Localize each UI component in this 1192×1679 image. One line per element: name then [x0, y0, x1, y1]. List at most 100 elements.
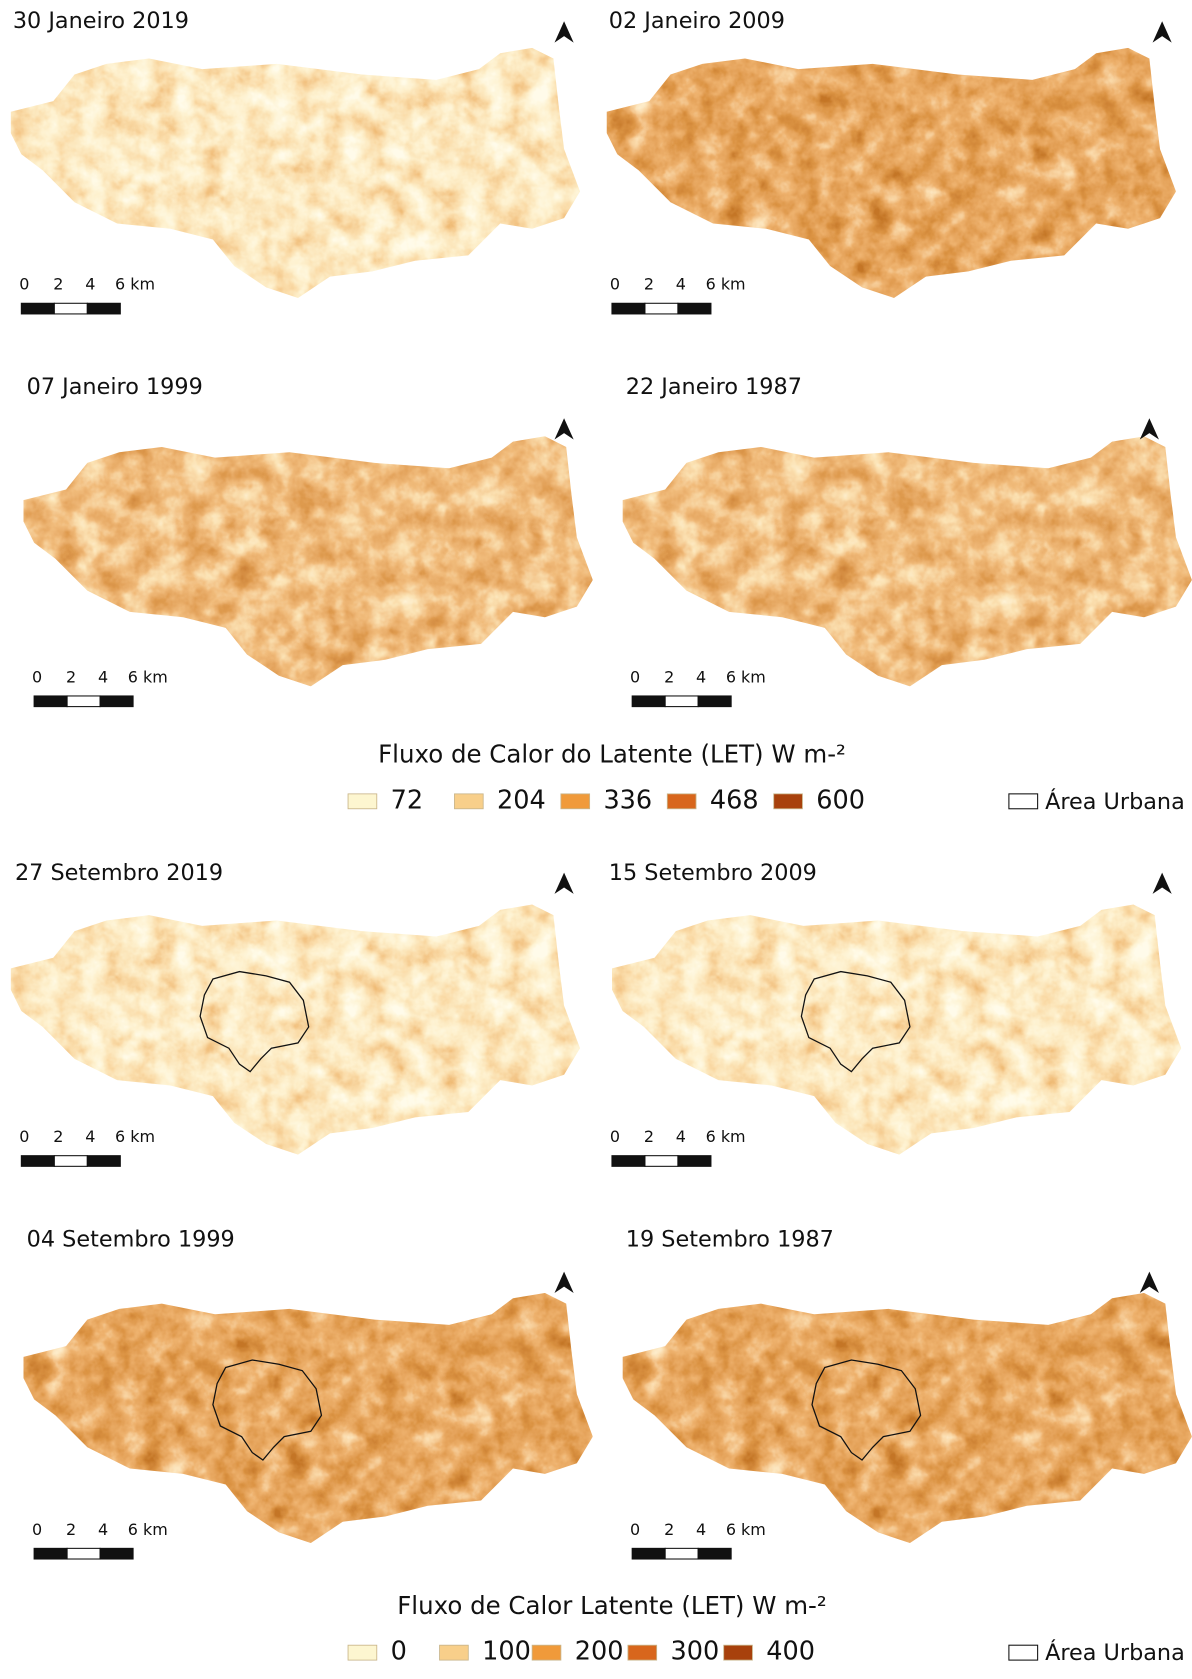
panel-title: 30 Janeiro 2019 — [13, 8, 189, 34]
legend-title: Fluxo de Calor Latente (LET) W m-² — [397, 1591, 826, 1620]
raster — [23, 431, 598, 692]
legend-label: 336 — [603, 785, 652, 815]
legend-label: 204 — [497, 785, 546, 815]
scale-label: 4 — [676, 1127, 686, 1146]
scale-bar — [698, 696, 731, 707]
scale-label: 4 — [98, 1520, 108, 1539]
raster-fill — [11, 43, 586, 304]
legend-swatch — [454, 794, 483, 809]
scale-bar — [678, 1156, 711, 1167]
scale-bar — [612, 303, 645, 314]
legend-label: 400 — [766, 1637, 815, 1667]
north-arrow — [554, 873, 573, 894]
scale-label: 0 — [19, 1127, 29, 1146]
scale-label: 2 — [644, 275, 654, 294]
scale-bar — [100, 696, 133, 707]
legend-label: 72 — [391, 785, 423, 815]
legend-swatch — [724, 1645, 753, 1660]
scale-label: 6 km — [115, 275, 155, 294]
legend-label: 300 — [670, 1637, 719, 1667]
scale-label: 6 km — [706, 275, 746, 294]
legend-swatch — [667, 794, 696, 809]
scale-label: 2 — [53, 275, 63, 294]
scale-label: 4 — [676, 275, 686, 294]
scale-label: 0 — [19, 275, 29, 294]
scale-label: 4 — [85, 1127, 95, 1146]
scale-bar — [54, 303, 87, 314]
legend-label: Área Urbana — [1045, 1638, 1185, 1666]
scale-bar — [100, 1548, 133, 1559]
scale-bar — [87, 1156, 120, 1167]
map — [623, 1288, 1192, 1549]
raster-fill — [623, 1288, 1192, 1549]
north-arrow — [554, 21, 573, 42]
legend-swatch — [1009, 794, 1038, 809]
panel-title: 19 Setembro 1987 — [626, 1226, 834, 1252]
map-panel: 19 Setembro 19870246 km — [623, 1226, 1192, 1559]
scale-label: 6 km — [128, 667, 168, 686]
map — [11, 899, 586, 1160]
scale-label: 6 km — [115, 1127, 155, 1146]
scale-label: 6 km — [726, 667, 766, 686]
scale-bar — [34, 696, 67, 707]
scale-label: 0 — [32, 667, 42, 686]
north-arrow — [554, 1272, 573, 1293]
figure: 30 Janeiro 2019 0 2 4 6 km 02 Janeiro 2009 0 2 4… — [0, 0, 1192, 1675]
scale-label: 6 km — [128, 1520, 168, 1539]
legend-label: Área Urbana — [1045, 787, 1185, 815]
scale-bar — [67, 1548, 100, 1559]
scale-label: 4 — [85, 275, 95, 294]
legend-title: Fluxo de Calor do Latente (LET) W m-² — [378, 740, 846, 769]
scale-label: 2 — [66, 667, 76, 686]
scale-bar — [698, 1548, 731, 1559]
legend-swatch — [774, 794, 803, 809]
scale-bar — [612, 1156, 645, 1167]
scale-label: 2 — [53, 1127, 63, 1146]
legend-swatch — [628, 1645, 657, 1660]
map-panel: 27 Setembro 2019 0 2 4 6 km — [11, 860, 586, 1166]
scale-label: 2 — [664, 667, 674, 686]
legend-label: 0 — [391, 1637, 407, 1667]
scale-label: 0 — [610, 275, 620, 294]
scale-label: 0 — [630, 1520, 640, 1539]
scale-label: 2 — [664, 1520, 674, 1539]
panel-title: 22 Janeiro 1987 — [626, 374, 802, 400]
scale-label: 2 — [644, 1127, 654, 1146]
panel-title: 02 Janeiro 2009 — [609, 8, 785, 34]
panel-title: 15 Setembro 2009 — [609, 860, 817, 886]
map — [612, 899, 1187, 1160]
north-arrow — [1153, 21, 1172, 42]
legend-swatch — [348, 1645, 377, 1660]
scale-bar — [54, 1156, 87, 1167]
map — [607, 43, 1182, 304]
raster-fill — [623, 431, 1192, 692]
legend-swatch — [561, 794, 590, 809]
scale-label: 4 — [98, 667, 108, 686]
legend-label: 100 — [482, 1637, 531, 1667]
scale-bar — [67, 696, 100, 707]
map — [623, 431, 1192, 692]
raster-fill — [23, 1288, 598, 1549]
panel-title: 07 Janeiro 1999 — [27, 374, 203, 400]
scale-bar — [21, 1156, 54, 1167]
legend-swatch — [440, 1645, 469, 1660]
raster — [11, 43, 586, 304]
map-panel: 02 Janeiro 2009 0 2 4 6 km — [607, 8, 1182, 314]
map — [23, 1288, 598, 1549]
scale-bar — [632, 1548, 665, 1559]
map-panel: 30 Janeiro 2019 0 2 4 6 km — [11, 8, 586, 314]
raster — [11, 899, 586, 1160]
raster — [612, 899, 1187, 1160]
panel-title: 27 Setembro 2019 — [15, 860, 223, 886]
legend-label: 600 — [816, 785, 865, 815]
panel-title: 04 Setembro 1999 — [27, 1226, 235, 1252]
raster — [623, 431, 1192, 692]
raster-fill — [11, 899, 586, 1160]
legend-swatch — [348, 794, 377, 809]
scale-bar — [678, 303, 711, 314]
legend-swatch — [1009, 1645, 1038, 1660]
